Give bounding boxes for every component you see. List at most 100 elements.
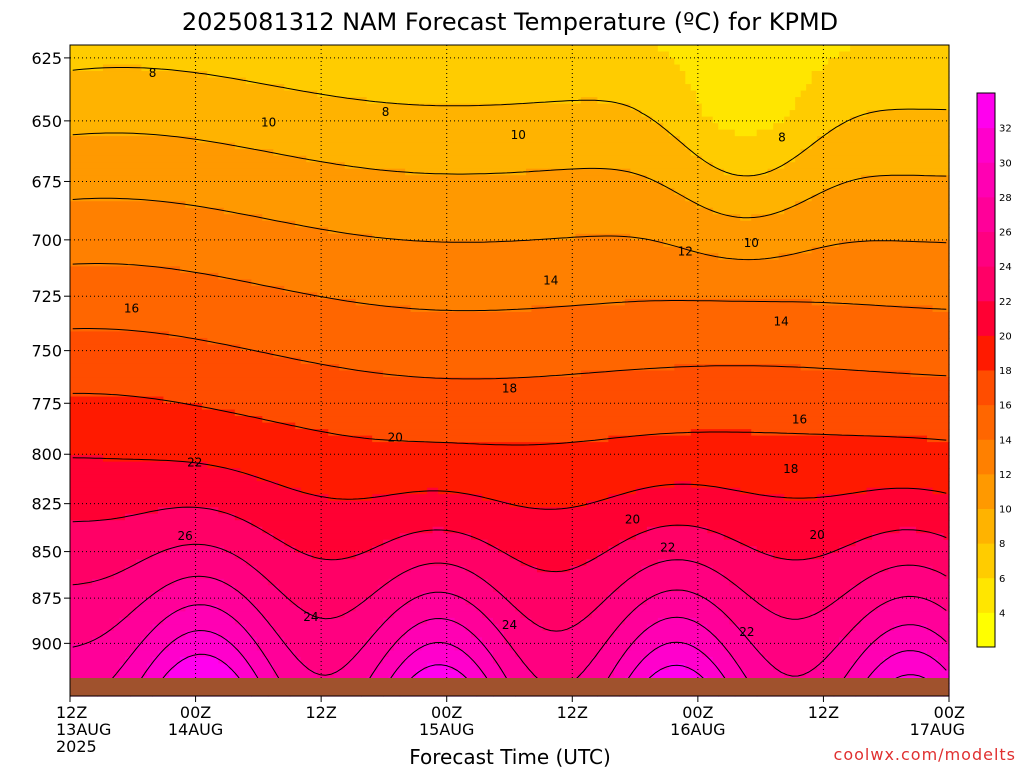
field-cell (102, 630, 148, 639)
colorbar-label: 14 (999, 435, 1012, 446)
field-cell (262, 526, 434, 534)
field-cell (119, 663, 148, 671)
field-cell (70, 266, 181, 274)
field-cell (839, 637, 879, 645)
field-cell (311, 611, 346, 619)
field-cell (70, 77, 247, 85)
x-tick-label: 17AUG (910, 720, 965, 739)
field-cell (372, 630, 406, 639)
field-cell (811, 611, 868, 619)
field-cell (855, 539, 950, 547)
field-cell (70, 45, 659, 53)
field-cell (70, 129, 670, 137)
field-cell (476, 663, 500, 671)
colorbar-swatch (977, 162, 995, 198)
field-cell (465, 598, 511, 606)
field-cell (828, 129, 950, 137)
field-cell (355, 604, 401, 612)
field-cell (229, 663, 252, 671)
field-cell (504, 591, 609, 599)
colorbar-swatch (977, 93, 995, 129)
field-cell (734, 129, 758, 137)
field-cell (861, 617, 950, 625)
isotherm-label: 8 (382, 105, 390, 119)
field-cell (70, 500, 511, 508)
field-cell (580, 617, 626, 625)
field-cell (718, 604, 769, 612)
field-cell (70, 162, 346, 170)
field-cell (70, 624, 115, 632)
field-cell (70, 507, 159, 515)
field-cell (690, 149, 802, 157)
field-cell (927, 650, 950, 658)
colorbar-label: 6 (999, 574, 1005, 585)
field-cell (811, 246, 950, 254)
field-cell (70, 585, 164, 593)
field-cell (487, 643, 511, 652)
field-cell (745, 591, 846, 599)
colorbar-swatch (977, 231, 995, 267)
colorbar-swatch (977, 404, 995, 440)
isotherm-20 (72, 457, 947, 510)
field-cell (311, 552, 357, 560)
field-cell (70, 422, 296, 430)
isotherm-label: 20 (388, 431, 403, 445)
field-cell (778, 253, 950, 261)
field-cell (405, 630, 472, 639)
field-cell (70, 455, 104, 463)
field-cell (712, 565, 890, 573)
colorbar-swatch (977, 508, 995, 544)
field-cell (130, 611, 170, 619)
field-cell (273, 149, 692, 157)
field-cell (306, 663, 346, 671)
field-cell (262, 611, 313, 619)
field-cell (850, 669, 873, 678)
field-cell (102, 455, 950, 463)
isotherm-label: 18 (783, 462, 798, 476)
field-cell (70, 630, 104, 639)
field-cell (410, 650, 467, 658)
field-cell (943, 663, 950, 671)
field-cell (245, 77, 686, 85)
colorbar-label: 10 (999, 505, 1012, 516)
y-tick-label: 675 (31, 172, 62, 191)
x-tick-label: 16AUG (670, 720, 725, 739)
field-cell (251, 279, 950, 287)
field-cell (70, 546, 170, 554)
field-cell (465, 650, 494, 658)
field-cell (70, 168, 406, 176)
field-cell (657, 45, 851, 53)
field-cell (624, 617, 659, 625)
field-cell (70, 656, 126, 665)
field-cell (729, 617, 862, 625)
colorbar-label: 26 (999, 228, 1012, 239)
field-cell (635, 637, 719, 645)
field-cell (328, 227, 950, 235)
field-cell (817, 663, 851, 671)
field-cell (822, 656, 857, 665)
field-cell (124, 656, 154, 665)
field-cell (635, 533, 725, 541)
field-cell (70, 429, 329, 437)
field-cell (262, 572, 401, 580)
field-cell (70, 233, 373, 241)
field-cell (493, 656, 522, 665)
field-cell (70, 474, 258, 482)
field-cell (70, 520, 252, 528)
field-cell (234, 513, 950, 521)
field-cell (597, 650, 626, 658)
field-cell (850, 585, 950, 593)
field-cell (822, 188, 950, 196)
field-cell (877, 663, 945, 671)
field-cell (240, 650, 263, 658)
field-cell (509, 643, 604, 652)
colorbar-swatch (977, 266, 995, 302)
field-cell (70, 103, 631, 111)
field-cell (696, 97, 796, 105)
field-cell (388, 578, 489, 586)
field-cell (586, 559, 659, 567)
field-cell (70, 390, 950, 398)
field-cell (696, 591, 747, 599)
field-cell (718, 253, 780, 261)
field-cell (70, 533, 274, 541)
